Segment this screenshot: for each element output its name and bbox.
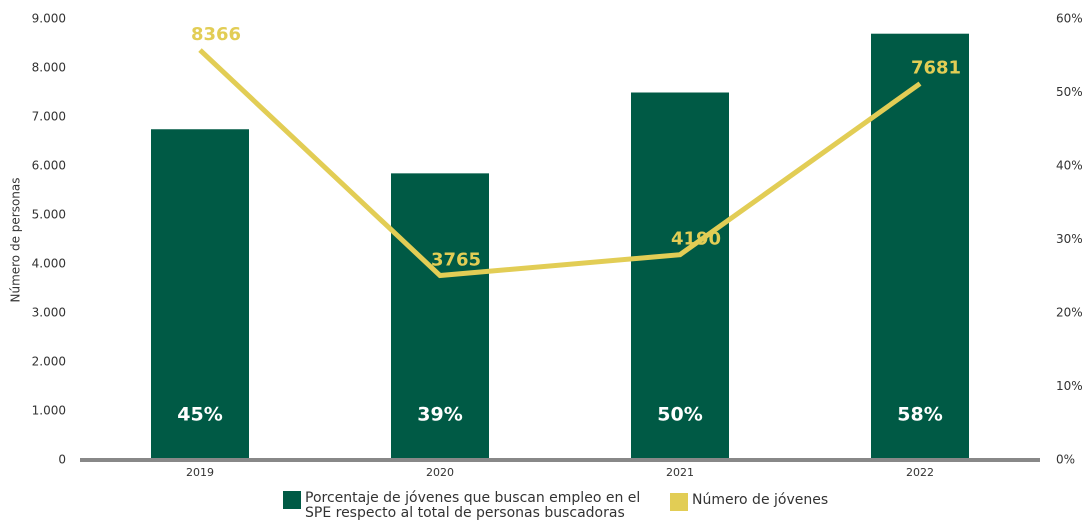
y2-tick-label: 30% — [1056, 232, 1083, 246]
y-tick-label: 2.000 — [32, 355, 66, 369]
y2-tick-label: 50% — [1056, 85, 1083, 99]
legend-swatch — [670, 493, 688, 511]
x-tick-label: 2021 — [666, 466, 694, 479]
x-tick-label: 2020 — [426, 466, 454, 479]
bar-value-label: 58% — [897, 404, 942, 426]
x-tick-label: 2022 — [906, 466, 934, 479]
legend-item: Número de jóvenes — [670, 493, 828, 511]
legend-label: Porcentaje de jóvenes que buscan empleo … — [305, 490, 641, 521]
bar — [631, 92, 729, 460]
legend-swatch — [283, 491, 301, 509]
bar — [871, 33, 969, 460]
y2-tick-label: 0% — [1056, 453, 1075, 467]
bar — [391, 173, 489, 460]
y-tick-label: 4.000 — [32, 257, 66, 271]
bar-value-label: 45% — [177, 404, 222, 426]
y2-tick-label: 20% — [1056, 306, 1083, 320]
line-value-label: 7681 — [911, 58, 961, 79]
line-value-label: 4190 — [671, 229, 721, 250]
y-tick-label: 3.000 — [32, 306, 66, 320]
legend-item: Porcentaje de jóvenes que buscan empleo … — [283, 491, 663, 521]
y2-tick-label: 10% — [1056, 379, 1083, 393]
bar — [151, 129, 249, 460]
line-value-label: 8366 — [191, 24, 241, 45]
y-tick-label: 0 — [58, 453, 66, 467]
bar-value-label: 50% — [657, 404, 702, 426]
line-value-label: 3765 — [431, 250, 481, 271]
bar-value-label: 39% — [417, 404, 462, 426]
y-tick-label: 9.000 — [32, 12, 66, 26]
y2-tick-label: 40% — [1056, 159, 1083, 173]
y-tick-label: 7.000 — [32, 110, 66, 124]
legend-label: Número de jóvenes — [692, 492, 829, 508]
chart: Número de personas 0 1.000 2.000 3.000 4.000… — [9, 12, 1083, 480]
y-tick-label: 8.000 — [32, 61, 66, 75]
y-tick-label: 1.000 — [32, 404, 66, 418]
y-tick-label: 6.000 — [32, 159, 66, 173]
y-tick-label: 5.000 — [32, 208, 66, 222]
line — [198, 48, 922, 279]
x-tick-label: 2019 — [186, 466, 214, 479]
y-axis-label: Número de personas — [9, 177, 23, 302]
y2-tick-label: 60% — [1056, 12, 1083, 26]
